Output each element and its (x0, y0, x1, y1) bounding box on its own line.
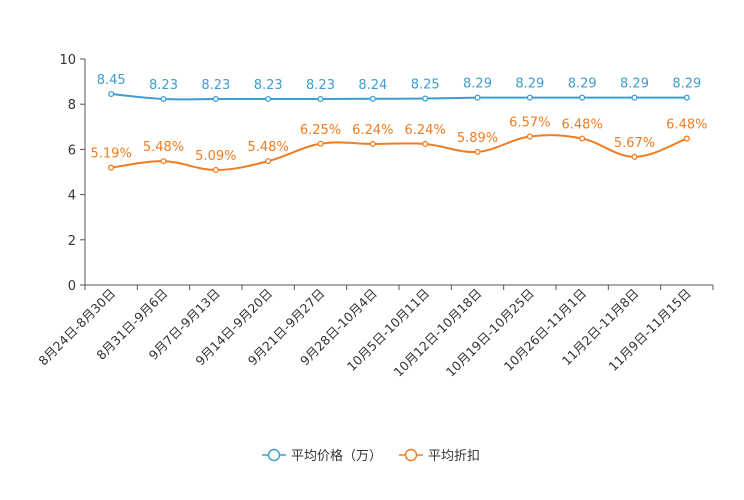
legend-marker-icon (404, 448, 418, 462)
y-tick-label: 10 (59, 53, 76, 68)
data-label: 6.24% (405, 123, 446, 138)
x-tick-label: 10月12日-10月18日 (390, 286, 484, 380)
data-point[interactable] (317, 140, 324, 147)
data-label: 8.29 (463, 77, 492, 92)
y-tick-label: 8 (68, 98, 76, 113)
data-point[interactable] (317, 95, 324, 103)
legend[interactable]: 平均价格（万） 平均折扣 (262, 448, 480, 464)
data-label: 6.24% (352, 123, 393, 138)
data-point[interactable] (212, 95, 219, 103)
data-label: 8.23 (149, 78, 178, 93)
y-tick-label: 6 (68, 143, 76, 158)
data-point[interactable] (108, 90, 115, 98)
data-point[interactable] (265, 95, 272, 103)
data-label: 8.23 (306, 78, 335, 93)
data-label: 5.48% (143, 140, 184, 155)
data-label: 5.89% (457, 131, 498, 146)
data-label: 6.48% (562, 118, 603, 133)
legend-item-0[interactable]: 平均价格（万） (262, 448, 382, 464)
data-point[interactable] (683, 94, 690, 101)
data-point[interactable] (212, 166, 219, 174)
series-line-0 (110, 93, 688, 101)
axes: 02468108月24日-8月30日8月31日-9月6日9月7日-9月13日9月… (35, 53, 714, 380)
data-point[interactable] (369, 95, 376, 102)
y-tick-label: 2 (68, 234, 76, 249)
data-label: 8.25 (411, 78, 440, 93)
legend-label: 平均折扣 (428, 449, 480, 464)
data-point[interactable] (160, 158, 167, 165)
data-label: 8.23 (201, 78, 230, 93)
legend-marker-icon (267, 448, 281, 462)
data-point[interactable] (579, 94, 586, 101)
data-label: 5.48% (248, 140, 289, 155)
data-point[interactable] (108, 164, 115, 171)
data-point[interactable] (160, 95, 167, 103)
data-label: 8.29 (620, 77, 649, 92)
data-label: 6.25% (300, 123, 341, 138)
data-point[interactable] (422, 95, 429, 102)
data-point[interactable] (265, 158, 272, 165)
data-label: 6.48% (666, 118, 707, 133)
data-label: 5.09% (195, 149, 236, 164)
data-label: 8.29 (672, 77, 701, 92)
data-label: 8.23 (254, 78, 283, 93)
legend-item-1[interactable]: 平均折扣 (399, 448, 480, 464)
legend-label: 平均价格（万） (291, 448, 382, 464)
y-tick-label: 4 (68, 189, 76, 204)
data-label: 5.19% (91, 147, 132, 162)
x-tick-label: 10月19日-10月25日 (443, 286, 537, 380)
data-point[interactable] (474, 148, 481, 155)
data-point[interactable] (422, 140, 429, 148)
data-label: 5.67% (614, 136, 655, 151)
data-label: 8.24 (358, 78, 387, 93)
data-point[interactable] (579, 135, 586, 142)
data-point[interactable] (369, 140, 376, 148)
data-label: 6.57% (509, 116, 550, 131)
data-point[interactable] (526, 133, 533, 140)
data-point[interactable] (683, 135, 690, 142)
data-point[interactable] (631, 153, 638, 160)
data-label: 8.29 (515, 77, 544, 92)
data-label: 8.29 (568, 77, 597, 92)
data-point[interactable] (526, 94, 533, 101)
data-label: 8.45 (97, 73, 126, 88)
y-tick-label: 0 (68, 279, 76, 294)
series-line-1 (110, 134, 688, 171)
data-labels: 8.45 8.23 8.23 8.23 8.23 8.24 8.25 8.29 8.29 8.29… (91, 73, 708, 164)
series-layer (108, 90, 690, 174)
data-point[interactable] (631, 94, 638, 101)
data-point[interactable] (474, 94, 481, 101)
